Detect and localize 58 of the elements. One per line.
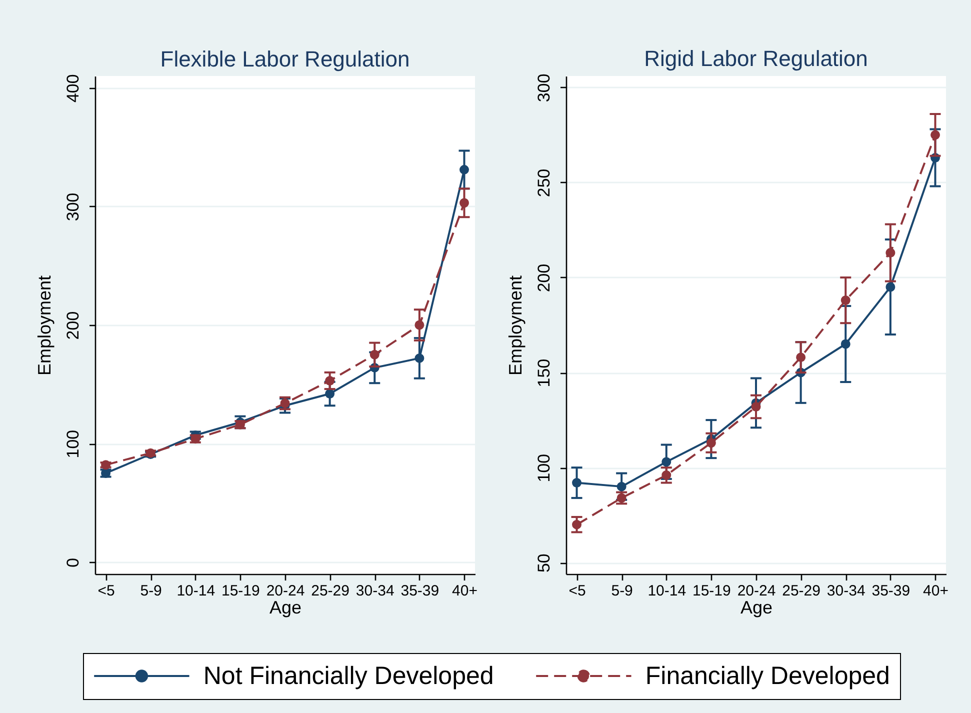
y-tick-label: 150	[534, 358, 554, 388]
x-tick-label: 25-29	[782, 582, 820, 600]
point	[280, 398, 290, 408]
y-tick-label: 200	[64, 311, 82, 340]
legend-label: Not Financially Developed	[203, 662, 494, 690]
point	[751, 402, 761, 412]
point	[414, 353, 424, 363]
x-tick-label: 5-9	[140, 582, 162, 600]
point	[414, 320, 424, 330]
y-tick-label: 300	[64, 192, 82, 222]
point	[616, 482, 626, 492]
y-tick-label: 200	[534, 264, 554, 292]
point	[325, 376, 335, 386]
x-axis-title: Age	[740, 598, 773, 618]
x-tick-label: 25-29	[311, 582, 350, 600]
x-tick-label: 40+	[452, 582, 478, 600]
x-tick-label: 35-39	[400, 582, 440, 600]
x-tick-label: 20-24	[737, 582, 776, 600]
point	[460, 164, 469, 174]
point	[886, 282, 896, 292]
x-tick-label: 5-9	[611, 582, 633, 600]
y-tick-label: 300	[534, 74, 554, 102]
y-tick-label: 250	[534, 168, 554, 198]
point	[930, 130, 940, 140]
y-axis-title: Employment	[506, 275, 526, 376]
point	[325, 389, 335, 399]
point	[370, 350, 380, 360]
y-tick-label: 100	[534, 454, 554, 482]
point	[886, 248, 896, 258]
x-tick-label: 15-19	[222, 582, 260, 600]
x-tick-label: <5	[98, 582, 115, 600]
point	[572, 478, 582, 488]
x-tick-label: 15-19	[692, 582, 731, 600]
point	[840, 296, 850, 306]
x-tick-label: 10-14	[176, 582, 216, 600]
x-tick-label: 10-14	[648, 582, 686, 600]
chart-title: Flexible Labor Regulation	[160, 46, 410, 72]
x-axis-title: Age	[269, 598, 302, 618]
point	[662, 457, 672, 467]
chart-title: Rigid Labor Regulation	[644, 46, 868, 72]
point	[460, 198, 469, 208]
y-tick-label: 0	[64, 558, 82, 568]
y-tick-label: 400	[64, 74, 82, 103]
x-tick-label: 30-34	[356, 582, 394, 600]
point	[840, 339, 850, 349]
legend-label: Financially Developed	[645, 662, 890, 690]
x-tick-label: 40+	[923, 582, 949, 600]
y-tick-label: 50	[534, 554, 554, 573]
y-axis-title: Employment	[34, 275, 54, 376]
point	[572, 520, 582, 530]
x-tick-label: 20-24	[266, 582, 305, 600]
y-tick-label: 100	[64, 430, 82, 458]
point	[662, 470, 672, 480]
point	[796, 352, 806, 362]
x-tick-label: <5	[568, 582, 586, 600]
x-tick-label: 35-39	[872, 582, 910, 600]
point	[706, 438, 716, 448]
x-tick-label: 30-34	[826, 582, 866, 600]
